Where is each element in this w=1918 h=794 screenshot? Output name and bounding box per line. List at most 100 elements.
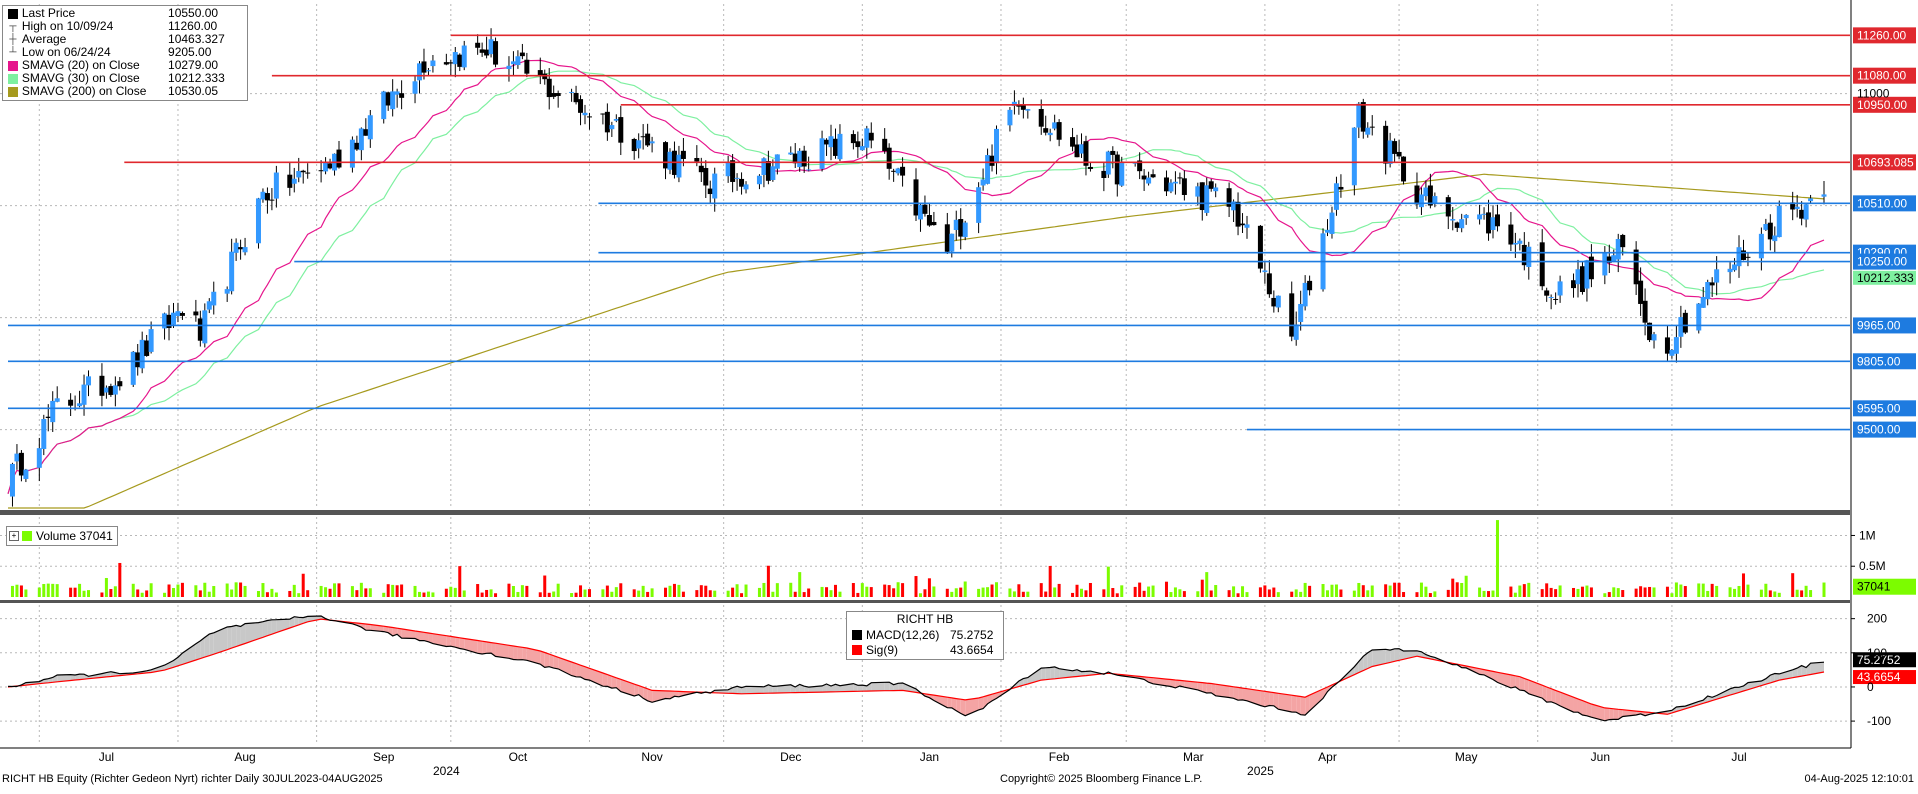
candle-body — [578, 99, 583, 113]
volume-bar — [1523, 584, 1526, 597]
average-marker-icon: ┼ — [8, 33, 18, 46]
volume-bar — [1800, 590, 1803, 597]
candle-body — [77, 403, 82, 406]
volume-bar — [355, 590, 358, 597]
sma20-line — [8, 60, 1824, 493]
macd-fill — [898, 683, 902, 690]
candle-body — [1616, 239, 1621, 259]
volume-bar — [351, 586, 354, 597]
candle-body — [50, 401, 55, 422]
price-legend: Last Price 10550.00 ┬ High on 10/09/24 1… — [2, 5, 248, 101]
volume-bar — [1447, 590, 1450, 597]
volume-bar — [1746, 585, 1749, 597]
volume-bar — [1576, 589, 1579, 597]
candle-body — [770, 166, 775, 180]
macd-fill — [1292, 695, 1296, 712]
volume-bar — [1590, 587, 1593, 597]
volume-bar — [507, 584, 510, 597]
volume-bar — [24, 590, 27, 597]
volume-bar — [838, 592, 841, 597]
candle-body — [399, 93, 404, 98]
volume-bar — [199, 590, 202, 597]
candle-body — [1115, 155, 1120, 185]
volume-bar — [1322, 584, 1325, 597]
candle-body — [1294, 324, 1299, 339]
volume-bar — [695, 590, 698, 597]
candle-body — [1602, 253, 1607, 275]
volume-bar — [575, 593, 578, 597]
volume-bar — [731, 588, 734, 597]
candle-body — [319, 170, 324, 171]
candle-body — [1325, 230, 1330, 233]
macd-label: MACD(12,26) — [866, 628, 950, 642]
macd-fill — [1243, 688, 1247, 701]
volume-bar — [83, 591, 86, 597]
volume-bar — [1742, 573, 1745, 597]
candle-body — [493, 41, 498, 64]
volume-bar — [239, 583, 242, 597]
sma200-line — [8, 174, 1824, 508]
volume-bar — [1053, 587, 1056, 597]
candle-body — [46, 417, 51, 418]
candle-body — [135, 352, 140, 367]
volume-bar — [727, 591, 730, 597]
volume-bar — [570, 593, 573, 597]
volume-bar — [776, 583, 779, 597]
macd-fill — [1582, 701, 1586, 716]
volume-bar — [1509, 587, 1512, 597]
volume-bar — [789, 583, 792, 597]
candle-body — [1491, 217, 1496, 230]
volume-bar — [584, 590, 587, 597]
volume-bar — [132, 584, 135, 597]
candle-body — [1759, 234, 1764, 258]
candle-body — [269, 200, 274, 201]
volume-bar — [1152, 586, 1155, 597]
volume-bar — [1308, 586, 1311, 597]
candle-body — [1307, 281, 1312, 290]
macd-fill — [420, 632, 424, 641]
volume-bar — [1111, 588, 1114, 597]
candle-body — [1714, 269, 1719, 282]
macd-fill — [1238, 687, 1242, 700]
volume-bar — [1644, 587, 1647, 597]
macd-legend-row: MACD(12,26) 75.2752 — [847, 627, 1003, 642]
volume-bar — [1715, 586, 1718, 597]
candle-body — [211, 292, 216, 306]
candle-body — [1737, 247, 1742, 266]
candle-body — [896, 168, 901, 173]
x-month-label: Oct — [509, 750, 528, 764]
candle-body — [144, 341, 149, 356]
volume-bar — [1169, 592, 1172, 597]
candle-body — [833, 139, 838, 156]
volume-bar — [1764, 584, 1767, 597]
volume-bar — [610, 592, 613, 597]
volume-bar — [208, 592, 211, 597]
candle-body — [605, 112, 610, 133]
volume-bar — [1809, 590, 1812, 597]
candle-body — [386, 92, 391, 105]
candle-body — [547, 79, 552, 97]
collapse-icon[interactable]: + — [9, 531, 19, 541]
volume-bar — [1456, 582, 1459, 597]
volume-bar — [1805, 586, 1808, 597]
volume-bar — [897, 582, 900, 597]
candle-body — [19, 453, 24, 476]
candle-body — [609, 125, 614, 129]
volume-bar — [427, 592, 430, 597]
candle-body — [887, 148, 892, 169]
candle-body — [175, 311, 180, 316]
volume-bar — [1174, 587, 1177, 597]
candle-body — [1392, 141, 1397, 154]
volume-bar — [150, 583, 153, 597]
volume-bar — [145, 590, 148, 597]
candle-body — [574, 93, 579, 102]
candle-body — [37, 448, 42, 468]
volume-bar — [391, 585, 394, 597]
macd-legend-title: RICHT HB — [847, 612, 1003, 627]
macd-fill — [446, 636, 450, 647]
candle-body — [515, 56, 520, 65]
candle-body — [1638, 281, 1643, 304]
footer-left: RICHT HB Equity (Richter Gedeon Nyrt) ri… — [2, 773, 383, 785]
volume-bar — [794, 592, 797, 597]
